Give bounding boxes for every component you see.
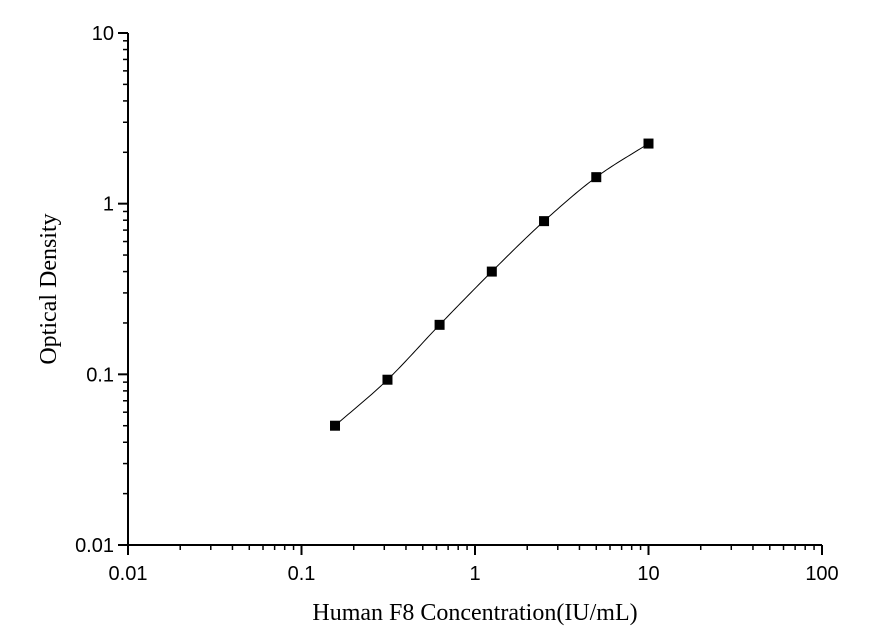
- x-tick-label: 0.1: [288, 563, 316, 585]
- data-point: [330, 420, 341, 431]
- y-tick-label: 10: [92, 23, 114, 45]
- y-tick-label: 1: [103, 194, 114, 216]
- y-tick-label: 0.1: [86, 364, 114, 386]
- fit-curve: [334, 143, 649, 427]
- y-tick-label: 0.01: [75, 535, 114, 557]
- y-axis-title: Optical Density: [36, 213, 62, 364]
- x-tick-label: 100: [805, 563, 838, 585]
- data-point: [539, 216, 550, 227]
- x-tick-label: 10: [637, 563, 659, 585]
- x-axis-title: Human F8 Concentration(IU/mL): [312, 600, 637, 626]
- data-point: [643, 138, 654, 149]
- data-point: [591, 172, 602, 183]
- major-ticks: [118, 32, 823, 555]
- data-point: [434, 319, 445, 330]
- data-point: [486, 266, 497, 277]
- x-tick-label: 0.01: [109, 563, 148, 585]
- data-point: [382, 374, 393, 385]
- x-tick-label: 1: [469, 563, 480, 585]
- data-markers: [330, 138, 654, 431]
- y-tick-labels: 0.01 0.1 1 10: [75, 23, 114, 557]
- x-tick-labels: 0.01 0.1 1 10 100: [109, 563, 839, 585]
